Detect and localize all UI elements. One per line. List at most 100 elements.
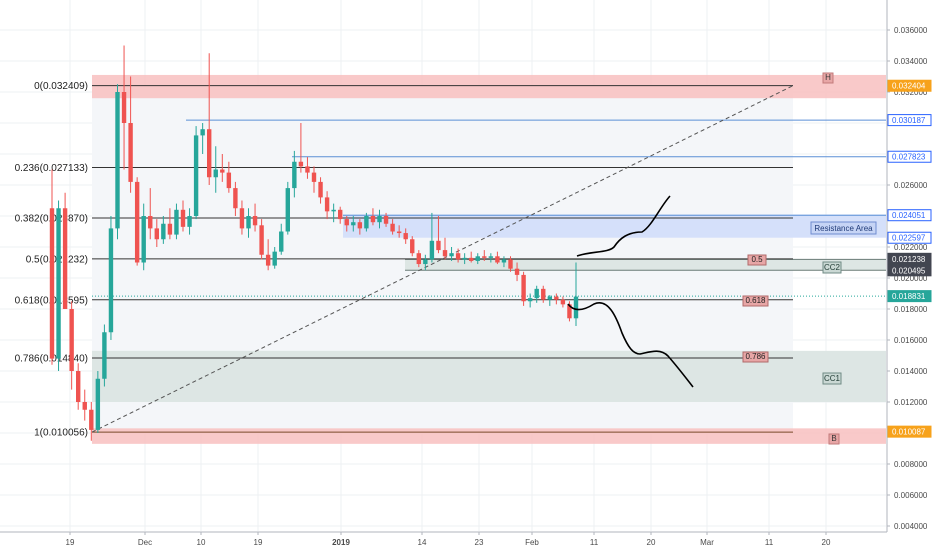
candle-bear (455, 253, 461, 260)
b-zone (92, 428, 886, 444)
time-tick-label: 11 (590, 538, 599, 547)
candle-bull (200, 129, 205, 136)
candle-bear (521, 274, 526, 302)
candle-bear (403, 233, 408, 240)
price-badge-bg (887, 252, 932, 265)
candle-bear (508, 259, 513, 269)
candle-bull (213, 169, 218, 178)
candle-bear (226, 172, 232, 189)
candle-bull (95, 378, 101, 430)
price-tick-label: 0.012000 (894, 398, 928, 407)
candle-bear (180, 209, 186, 227)
candle-bear (560, 299, 566, 305)
price-tick-label: 0.018000 (894, 305, 928, 314)
candle-bull (193, 135, 199, 216)
time-tick-label: Dec (138, 538, 152, 547)
candle-bear (154, 228, 159, 240)
candle-bull (501, 259, 507, 263)
candle-bull (475, 256, 480, 261)
candle-bear (495, 256, 500, 263)
price-tick-label: 0.022000 (894, 243, 928, 252)
candle-bear (442, 250, 448, 257)
price-badge-bg (887, 79, 932, 92)
bearish-projection-path[interactable] (567, 302, 694, 388)
candle-bear (436, 240, 441, 251)
candle-bull (364, 216, 369, 229)
price-badge[interactable]: 0.018831 (892, 292, 926, 301)
candle-bear (338, 209, 343, 220)
trend-lines[interactable] (91, 85, 794, 433)
price-badge[interactable]: 0.032404 (892, 82, 926, 91)
projection-paths[interactable] (567, 195, 694, 388)
candle-bull (272, 251, 277, 266)
candle-bull (449, 253, 454, 257)
candle-bear (541, 288, 546, 300)
price-tick-label: 0.026000 (894, 181, 928, 190)
price-badge[interactable]: 0.020495 (892, 266, 926, 275)
candle-bear (344, 219, 349, 226)
zone-labels: H B Resistance Area CC2 CC1 0.5 0.618 0.786 (742, 72, 877, 445)
candle-bull (547, 296, 552, 300)
candle-bull (279, 231, 284, 252)
fib-0-618-marker-bg (742, 295, 769, 307)
candle-bear (259, 225, 264, 255)
price-tick-label: 0.004000 (894, 522, 928, 531)
fib-0-786-marker-bg (742, 351, 769, 363)
candle-bear (514, 268, 520, 275)
candle-bull (423, 259, 428, 265)
candle-bear (167, 223, 173, 235)
price-tick-label: 0.006000 (894, 491, 928, 500)
fib-0-5-marker: 0.5 (751, 255, 763, 264)
price-badge[interactable]: 0.022597 (892, 234, 926, 243)
time-tick-label: 20 (822, 538, 831, 547)
fib-label-0-786: 0.786(0.014840) (15, 353, 88, 364)
cc2-label-bg (822, 261, 842, 274)
h-label: H (825, 73, 831, 82)
price-badge[interactable]: 0.030187 (892, 116, 926, 125)
candle-bear (410, 239, 415, 254)
candle-bull (351, 222, 356, 226)
candle-bear (324, 197, 330, 212)
time-tick-label: 11 (765, 538, 774, 547)
price-tick-label: 0.014000 (894, 367, 928, 376)
candle-bear (298, 161, 304, 167)
fib-0-786-marker: 0.786 (745, 352, 766, 361)
candle-bear (207, 129, 212, 178)
candle-bear (416, 253, 421, 265)
candle-bull (56, 208, 61, 359)
time-tick-label: 23 (475, 538, 484, 547)
bullish-projection-path[interactable] (576, 195, 671, 257)
time-tick-label: Feb (525, 538, 539, 547)
fib-label-0: 0(0.032409) (34, 81, 88, 92)
candle-bull (429, 240, 435, 260)
price-badge-bg (887, 231, 932, 244)
candle-bear (82, 402, 87, 410)
candle-bear (134, 181, 140, 263)
price-badge[interactable]: 0.021238 (892, 255, 926, 264)
time-tick-label: 20 (647, 538, 656, 547)
resistance-zone (343, 214, 886, 238)
price-badge-bg (887, 425, 932, 438)
price-badge-bg (887, 150, 932, 163)
candle-bear (390, 223, 395, 232)
price-tick-label: 0.034000 (894, 57, 928, 66)
fib-trend-line[interactable] (91, 85, 794, 433)
candle-bear (305, 166, 310, 173)
candle-bear (554, 296, 559, 300)
price-badge[interactable]: 0.010087 (892, 428, 926, 437)
candle-bear (233, 188, 238, 209)
candle-bull (488, 256, 494, 258)
candle-bear (357, 222, 363, 229)
candle-bull (246, 216, 251, 229)
candle-bear (49, 208, 55, 359)
candle-bear (318, 181, 323, 198)
price-badge[interactable]: 0.027823 (892, 153, 926, 162)
candle-bear (383, 216, 389, 224)
price-badge-bg (887, 114, 932, 127)
time-tick-label: 2019 (332, 538, 350, 547)
time-tick-label: 10 (197, 538, 206, 547)
price-axis[interactable]: 0.0360000.0340000.0320000.0300000.028000… (886, 0, 932, 532)
time-axis[interactable]: 19 Dec 10 19 2019 14 23 Feb 11 20 Mar 11 20 (0, 531, 887, 547)
price-badge[interactable]: 0.024051 (892, 211, 926, 220)
